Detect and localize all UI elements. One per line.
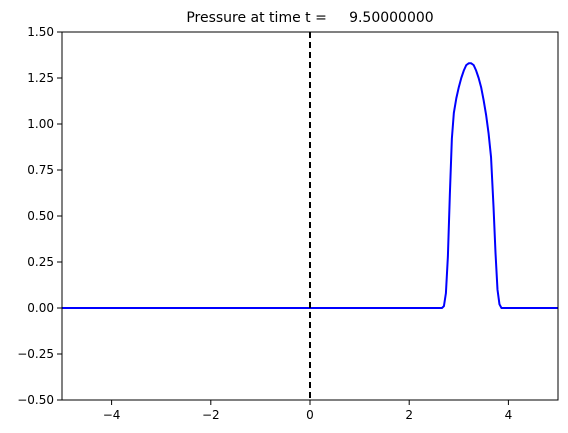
x-tick-label: 0 [306,408,314,422]
y-tick-label: 0.50 [27,209,54,223]
chart-title: Pressure at time t = 9.50000000 [186,10,433,26]
x-tick-label: 2 [405,408,413,422]
y-tick-label: 1.50 [27,25,54,39]
y-tick-label: 1.00 [27,117,54,131]
x-tick-label: 4 [505,408,513,422]
y-tick-label: −0.50 [17,393,54,407]
plot-area: −4 −2 0 2 4 −0.50 −0.25 0.00 0.25 0.50 0.75 1.00 1.2… [17,25,559,422]
y-tick-label: 0.25 [27,255,54,269]
x-tick-label: −2 [202,408,220,422]
x-tick-label: −4 [103,408,121,422]
y-tick-label: −0.25 [17,347,54,361]
series-line-0 [62,62,558,309]
y-tick-label: 0.75 [27,163,54,177]
y-tick-label: 1.25 [27,71,54,85]
y-tick-label: 0.00 [27,301,54,315]
